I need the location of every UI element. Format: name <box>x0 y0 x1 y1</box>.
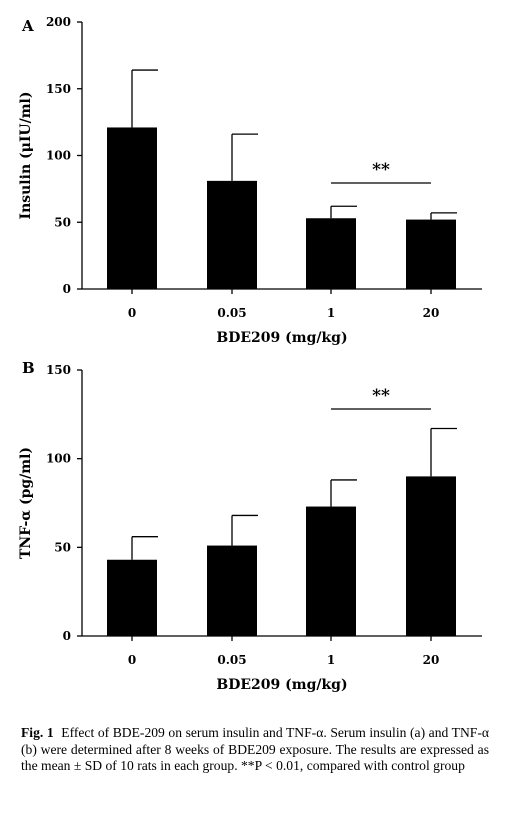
y-tick-label: 50 <box>54 215 71 229</box>
x-tick-label: 1 <box>327 653 335 667</box>
bar-0 <box>107 127 157 289</box>
x-tick-label: 0.05 <box>217 653 246 667</box>
x-axis-title: BDE209 (mg/kg) <box>216 677 347 693</box>
x-tick-label: 20 <box>423 306 440 320</box>
bar-1 <box>306 218 356 289</box>
x-tick-label: 1 <box>327 306 335 320</box>
x-tick-label: 20 <box>423 653 440 667</box>
bar-0 <box>107 559 157 636</box>
y-tick-label: 150 <box>46 363 71 377</box>
y-tick-label: 0 <box>63 629 71 643</box>
chart-panel-b: B 0 50 100 150 TNF-α (pg/ml) 0 0.05 1 20 BDE209 (m… <box>18 359 482 693</box>
panel-label: A <box>21 17 34 35</box>
bar-20 <box>406 476 456 636</box>
y-axis-title: Insulin (μIU/ml) <box>18 92 34 220</box>
figure-label: Fig. 1 <box>21 725 54 740</box>
chart-panel-a: A 0 50 100 150 200 Insulin (μIU/ml) 0 0.05 1 20 BDE… <box>18 15 482 346</box>
x-tick-label: 0.05 <box>217 306 246 320</box>
y-tick-label: 0 <box>63 282 71 296</box>
x-tick-label: 0 <box>128 306 136 320</box>
bar-1 <box>306 506 356 636</box>
x-tick-label: 0 <box>128 653 136 667</box>
panel-label: B <box>22 359 35 377</box>
y-tick-label: 150 <box>46 82 71 96</box>
caption-text: Effect of BDE-209 on serum insulin and T… <box>21 725 489 774</box>
significance-label: ** <box>372 160 390 180</box>
y-tick-label: 100 <box>46 149 71 163</box>
bar-20 <box>406 219 456 289</box>
bar-0.05 <box>207 545 257 636</box>
y-axis-title: TNF-α (pg/ml) <box>18 447 34 559</box>
bar-0.05 <box>207 180 257 289</box>
y-tick-label: 200 <box>46 15 71 29</box>
y-tick-label: 50 <box>54 540 71 554</box>
figure-caption: Fig. 1 Effect of BDE-209 on serum insuli… <box>21 725 489 775</box>
y-tick-label: 100 <box>46 452 71 466</box>
x-axis-title: BDE209 (mg/kg) <box>216 330 347 346</box>
significance-label: ** <box>372 386 390 406</box>
